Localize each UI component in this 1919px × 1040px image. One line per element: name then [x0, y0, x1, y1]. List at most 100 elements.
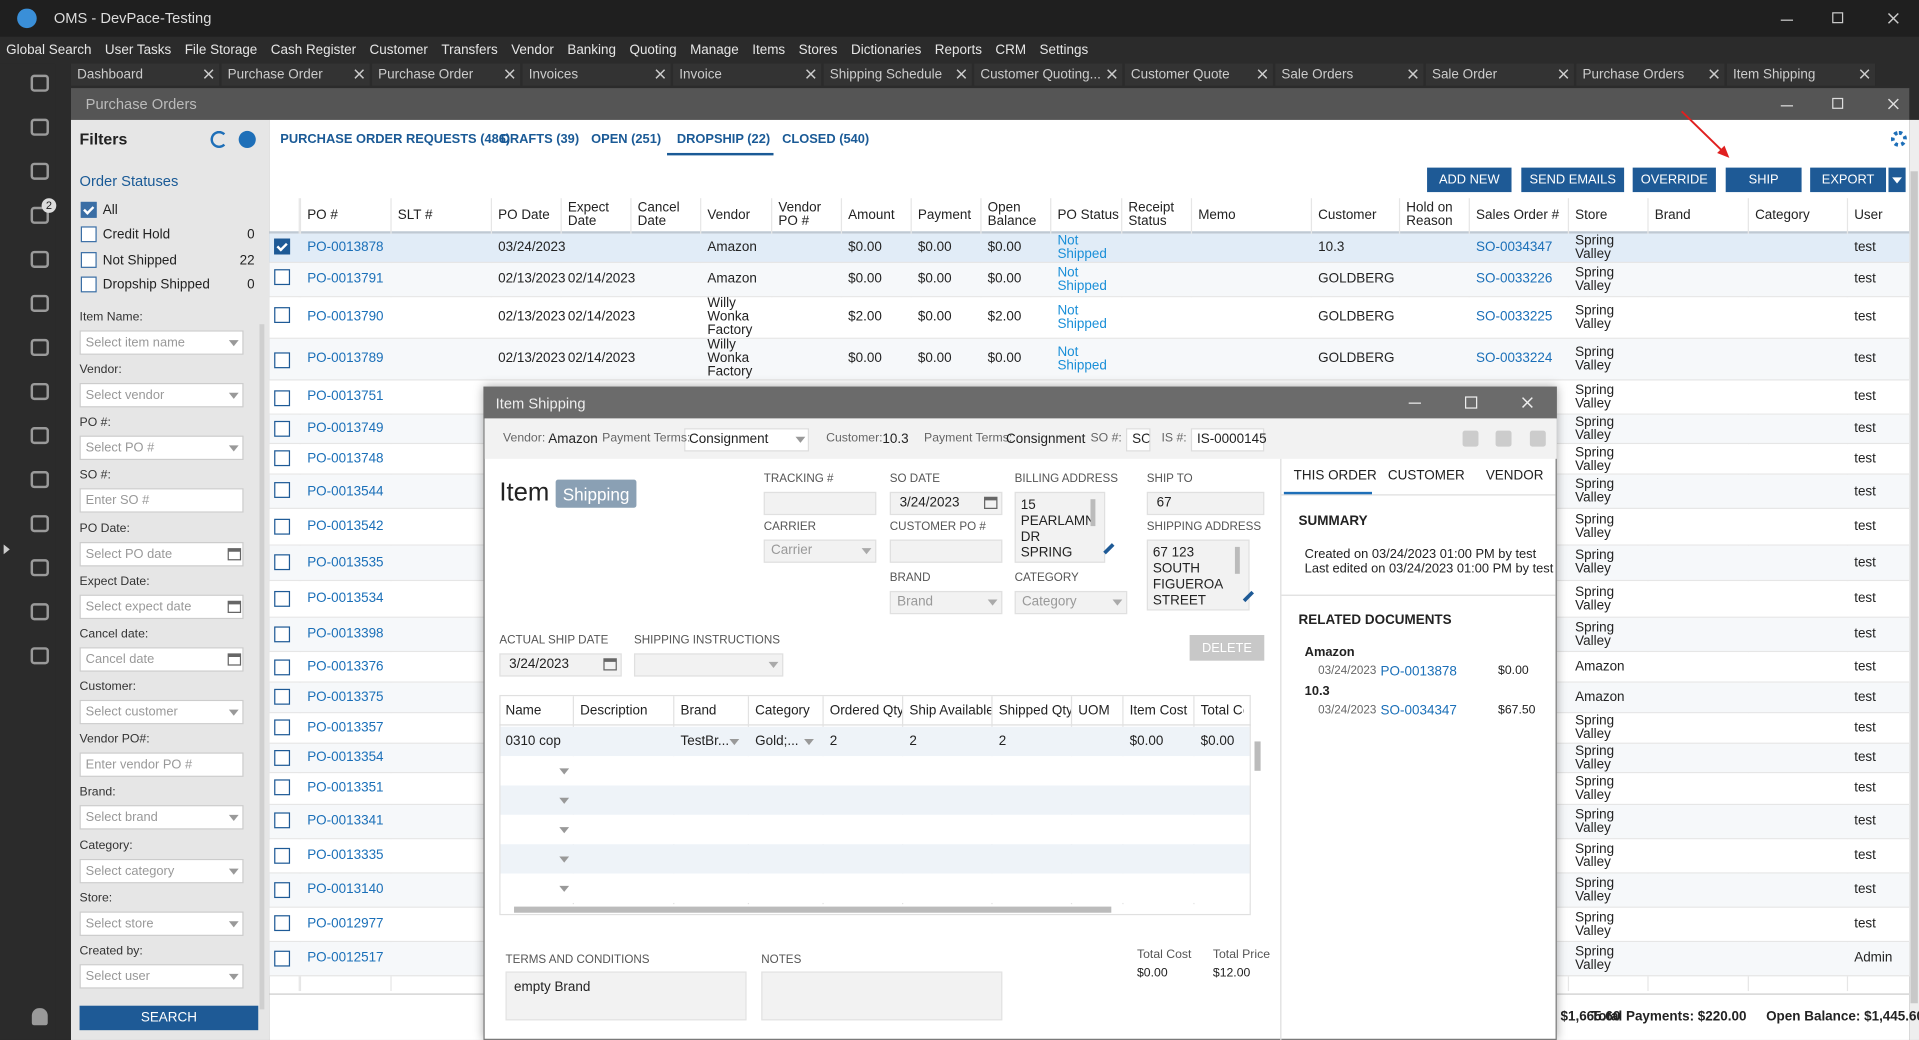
tab-label[interactable]: Sale Orders — [1281, 67, 1354, 82]
so-input[interactable] — [1125, 428, 1151, 452]
menu-item[interactable]: Reports — [934, 42, 982, 58]
row-checkbox[interactable] — [274, 307, 291, 324]
search-button[interactable]: SEARCH — [79, 1005, 259, 1031]
tab-label[interactable]: Customer Quote — [1130, 67, 1230, 82]
column-header[interactable]: Vendor PO # — [778, 200, 822, 229]
expand-arrow[interactable] — [3, 544, 10, 555]
row-checkbox[interactable] — [274, 238, 291, 255]
grid-column-header[interactable]: Brand — [680, 703, 717, 719]
action-button[interactable]: SEND EMAILS — [1521, 167, 1625, 193]
row-checkbox[interactable] — [274, 750, 291, 766]
grid-cell[interactable]: TestBr... — [680, 734, 730, 749]
field-input[interactable] — [633, 653, 784, 677]
sidebar-icon[interactable] — [30, 118, 49, 136]
field-input[interactable] — [889, 590, 1003, 615]
grid-cell[interactable]: $0.00 — [1129, 734, 1164, 749]
document-tab[interactable] — [1576, 63, 1725, 86]
table-cell[interactable]: PO-0013751 — [307, 389, 384, 404]
table-cell[interactable]: PO-0013341 — [307, 813, 384, 829]
field-input[interactable] — [1146, 491, 1265, 516]
document-tab[interactable] — [1124, 63, 1273, 86]
document-tab[interactable] — [1275, 63, 1424, 86]
filter-input[interactable] — [79, 647, 244, 672]
table-cell[interactable]: SO-0033225 — [1476, 309, 1553, 325]
delete-button[interactable]: DELETE — [1189, 634, 1265, 661]
table-cell[interactable]: PO-0013542 — [307, 519, 384, 534]
document-tab[interactable] — [372, 63, 521, 86]
column-header[interactable]: Amount — [848, 207, 895, 223]
sidebar-icon[interactable] — [30, 515, 49, 533]
table-cell[interactable]: PO-0013140 — [307, 882, 384, 898]
sidebar-icon[interactable] — [30, 294, 49, 312]
filter-placeholder[interactable]: Select category — [85, 863, 175, 878]
grid-column-header[interactable]: Category — [755, 703, 810, 719]
side-tab[interactable]: VENDOR — [1485, 468, 1544, 484]
field-input[interactable] — [889, 539, 1003, 563]
document-tab[interactable] — [1425, 63, 1574, 86]
grid-row[interactable] — [500, 726, 1250, 757]
sidebar-icon[interactable] — [30, 206, 49, 224]
sidebar-icon[interactable] — [30, 603, 49, 621]
column-header[interactable]: Store — [1575, 207, 1608, 223]
tab-label[interactable]: Invoice — [679, 67, 722, 82]
column-header[interactable]: Expect Date — [567, 200, 610, 229]
table-cell[interactable]: SO-0033226 — [1476, 271, 1553, 287]
column-header[interactable]: Customer — [1318, 207, 1377, 223]
row-checkbox[interactable] — [274, 518, 291, 535]
menu-item[interactable]: User Tasks — [104, 42, 172, 58]
grid-cell[interactable]: Gold;... — [755, 734, 799, 749]
status-label[interactable]: All — [102, 203, 118, 218]
close-icon[interactable] — [805, 69, 816, 80]
tab-label[interactable]: Purchase Orders — [1582, 67, 1685, 82]
tab-label[interactable]: Dashboard — [77, 67, 143, 82]
row-checkbox[interactable] — [274, 482, 291, 498]
document-tab[interactable] — [221, 63, 370, 86]
column-header[interactable]: PO Date — [498, 207, 550, 223]
table-cell[interactable]: PO-0012517 — [307, 950, 384, 966]
action-button[interactable]: OVERRIDE — [1632, 167, 1716, 193]
tab-label[interactable]: Purchase Order — [378, 67, 474, 82]
status-label[interactable]: Dropship Shipped — [102, 277, 210, 293]
related-document[interactable]: SO-0034347 — [1380, 703, 1457, 719]
maximize-button[interactable] — [1465, 396, 1478, 409]
document-tab[interactable] — [522, 63, 671, 86]
status-label[interactable]: Not Shipped — [102, 253, 177, 268]
filter-placeholder[interactable]: Cancel date — [85, 652, 155, 667]
grid-column-header[interactable]: Ship Available — [909, 703, 992, 719]
filter-placeholder[interactable]: Select brand — [85, 810, 158, 826]
grid-column-header[interactable]: UOM — [1078, 703, 1110, 719]
field-input[interactable] — [499, 653, 622, 677]
filter-placeholder[interactable]: Select item name — [85, 335, 185, 350]
tab-label[interactable]: Invoices — [528, 67, 579, 82]
grid-column-header[interactable]: Ordered Qty — [829, 703, 903, 719]
filter-input[interactable] — [79, 964, 244, 989]
close-icon[interactable] — [203, 69, 214, 80]
table-row[interactable] — [269, 296, 1910, 339]
table-cell[interactable]: PO-0013354 — [307, 750, 384, 765]
filter-input[interactable] — [79, 383, 244, 408]
grid-row[interactable] — [500, 756, 1250, 786]
field-input[interactable] — [1146, 539, 1250, 611]
menu-item[interactable]: Manage — [690, 42, 739, 58]
grid-cell[interactable]: $0.00 — [1200, 734, 1235, 749]
close-icon[interactable] — [655, 69, 666, 80]
field-input[interactable] — [763, 539, 877, 563]
row-checkbox[interactable] — [274, 847, 291, 864]
table-cell[interactable]: SO-0033224 — [1476, 351, 1553, 366]
table-cell[interactable]: PO-0013398 — [307, 626, 384, 642]
table-cell[interactable]: PO-0013544 — [307, 483, 384, 499]
table-cell[interactable]: PO-0013534 — [307, 591, 384, 606]
menu-item[interactable]: Customer — [369, 42, 428, 58]
column-header[interactable]: Hold on Reason — [1406, 200, 1453, 229]
table-cell[interactable]: PO-0013535 — [307, 555, 384, 570]
grid-column-header[interactable]: Name — [505, 703, 542, 719]
side-tab[interactable]: THIS ORDER — [1293, 468, 1377, 484]
field-input[interactable] — [763, 491, 877, 516]
field-input[interactable] — [1014, 491, 1106, 563]
close-icon[interactable] — [354, 69, 365, 80]
filter-placeholder[interactable]: Enter SO # — [85, 493, 150, 509]
table-row[interactable] — [269, 233, 1910, 263]
grid-cell[interactable]: 2 — [829, 734, 838, 749]
sidebar-icon[interactable] — [30, 250, 49, 268]
grid-cell[interactable]: 2 — [909, 734, 917, 749]
